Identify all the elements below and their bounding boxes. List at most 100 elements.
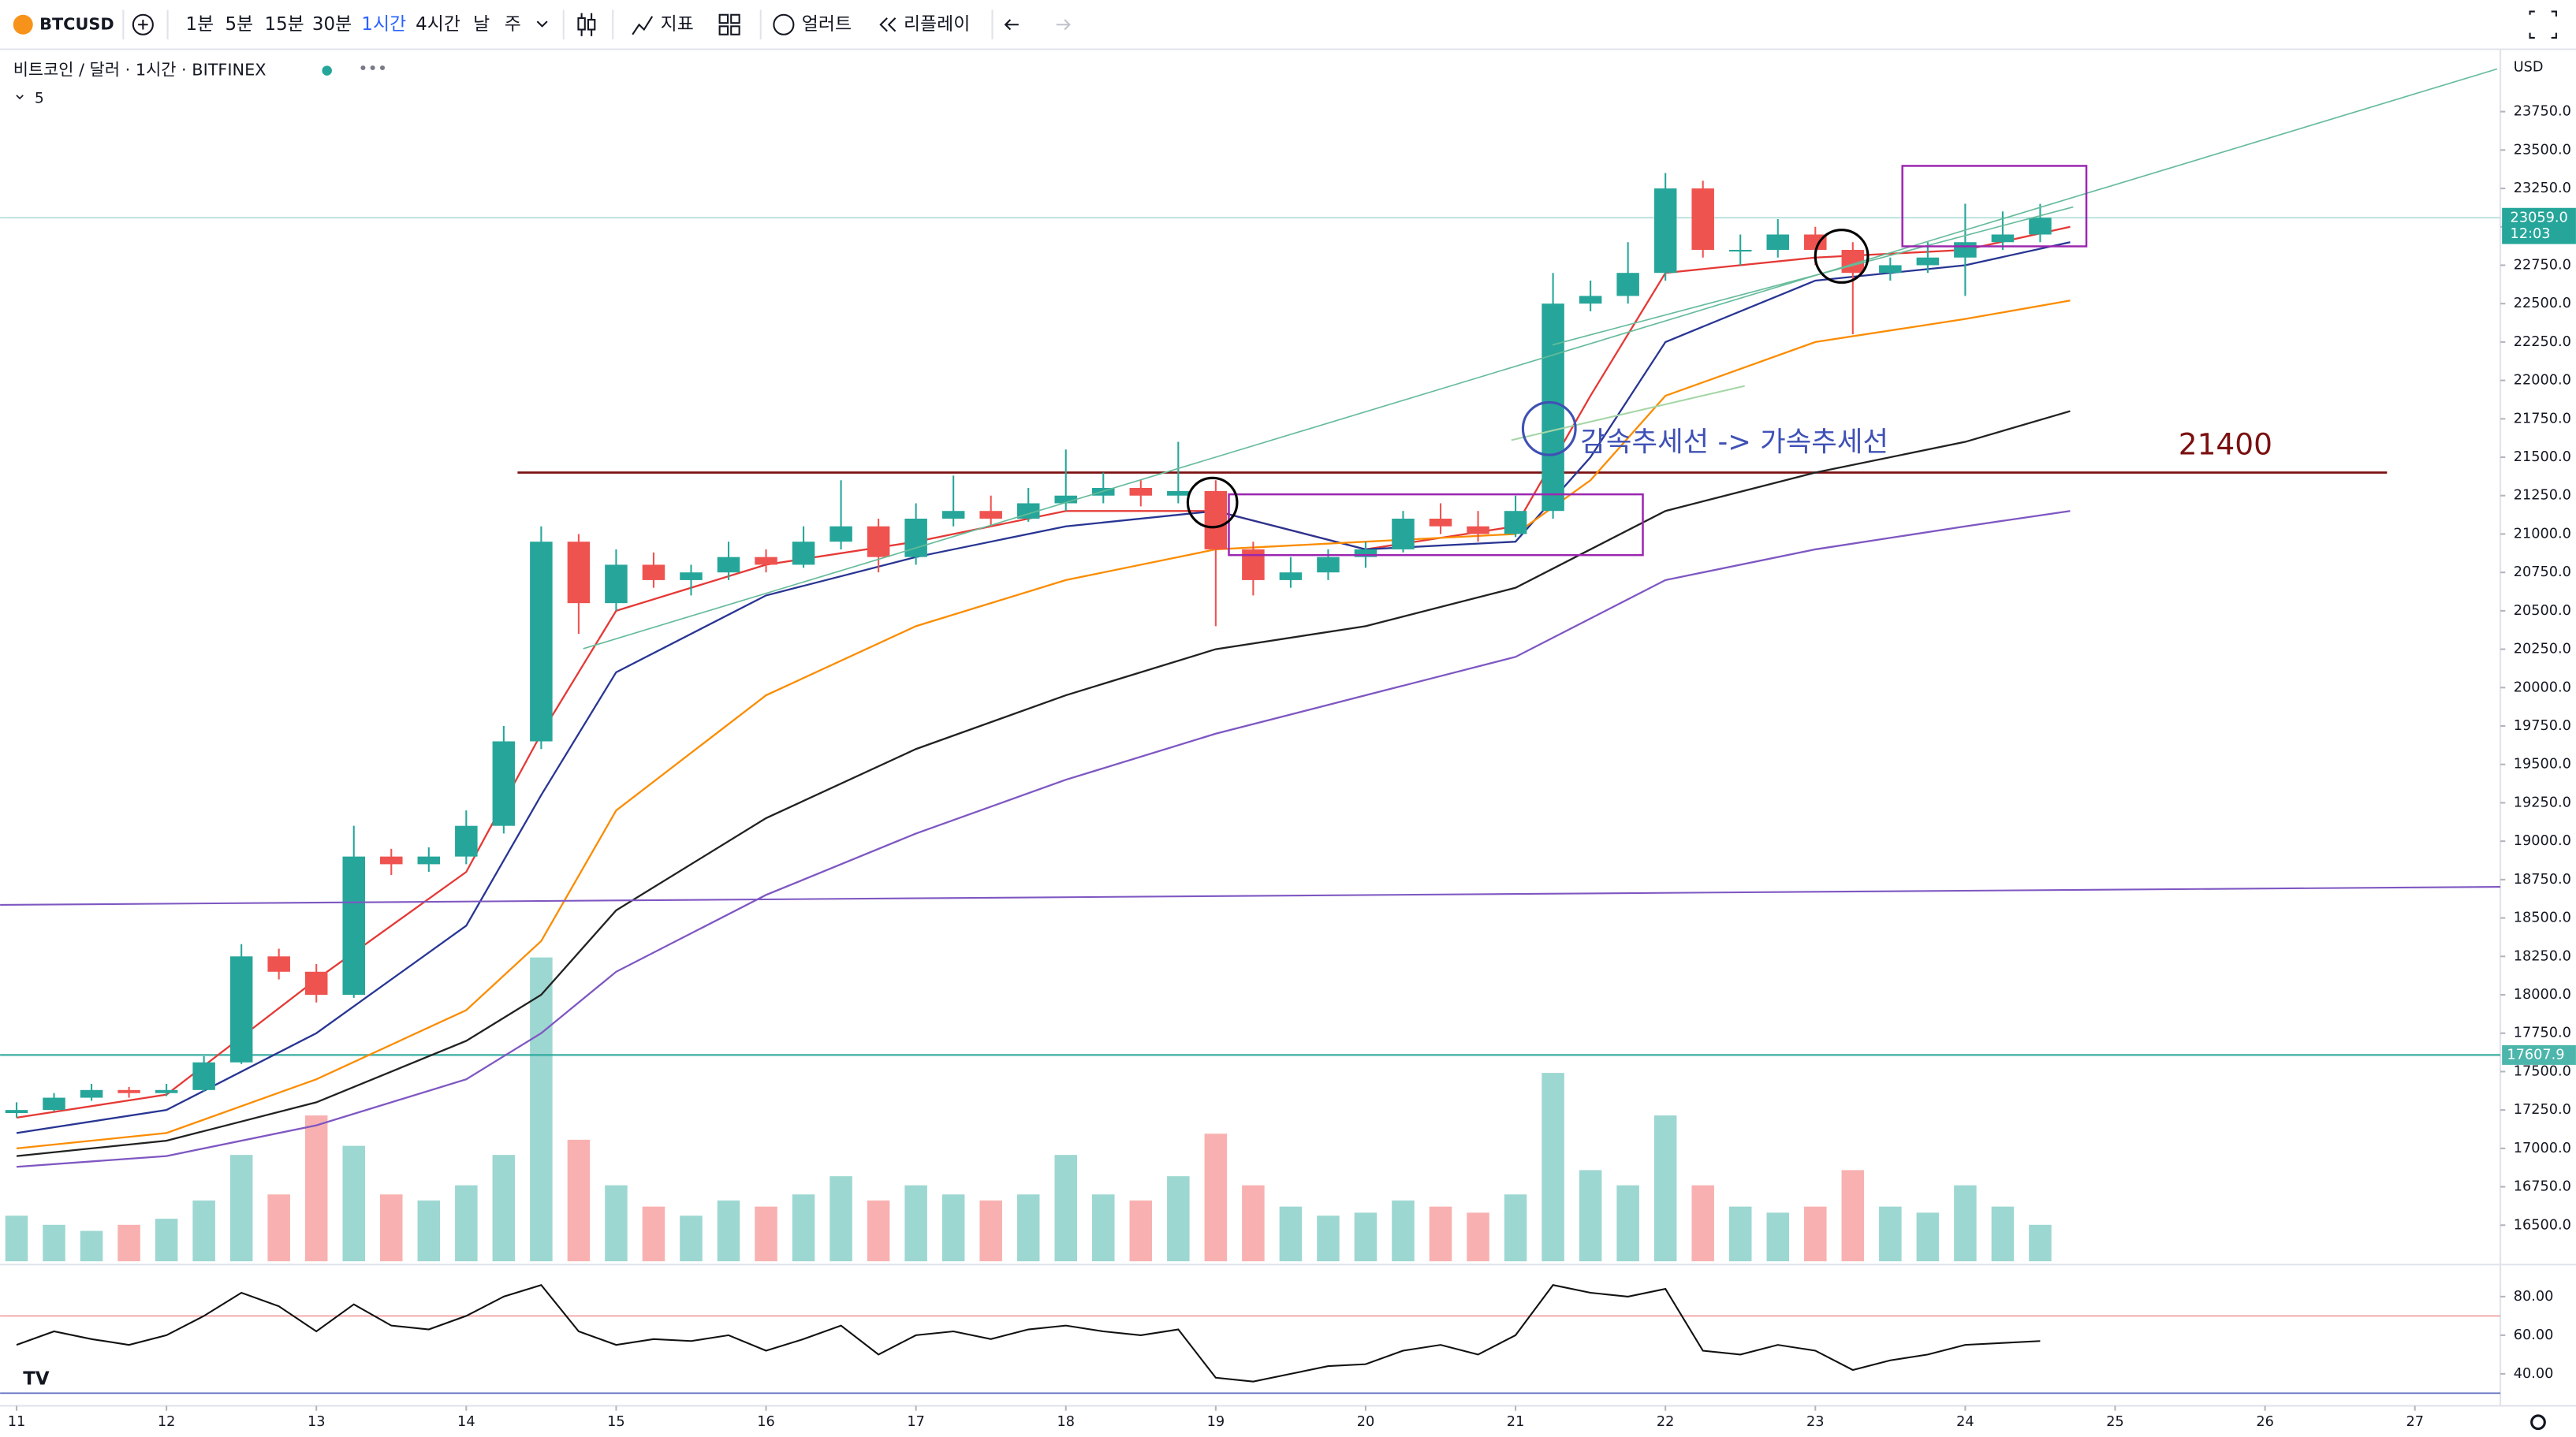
volume-bar xyxy=(792,1194,815,1262)
alert-button[interactable]: 얼러트 xyxy=(802,14,852,35)
volume-bar xyxy=(492,1155,516,1262)
candle-body xyxy=(941,511,965,519)
y-tick-label: 22000.0 xyxy=(2514,373,2571,389)
volume-bar xyxy=(267,1194,290,1262)
y-tick-label: 22750.0 xyxy=(2514,257,2571,273)
y-tick-label: 20500.0 xyxy=(2514,603,2571,619)
candle-body xyxy=(1204,490,1228,549)
chart-type-button[interactable] xyxy=(577,17,586,31)
candle-body xyxy=(1429,518,1452,527)
volume-bar xyxy=(1317,1215,1340,1262)
toolbar: BTCUSD 1분 5분 15분 30분 1시간 4시간 날 주 지표 얼러트 … xyxy=(0,9,2576,50)
layout-icon xyxy=(718,25,729,35)
interval[interactable]: 4시간 xyxy=(416,14,460,35)
candle-body xyxy=(304,971,328,996)
volume-bar xyxy=(829,1176,852,1262)
candle-body xyxy=(267,956,290,972)
y-tick-label: 23500.0 xyxy=(2514,142,2571,158)
volume-bar xyxy=(979,1200,1002,1262)
more-button[interactable]: ••• xyxy=(358,59,387,78)
candle-body xyxy=(342,856,366,996)
moving-average xyxy=(16,225,2071,1119)
volume-bar xyxy=(192,1200,215,1262)
y-tick-label: 17250.0 xyxy=(2514,1102,2571,1118)
volume-bar xyxy=(229,1155,253,1262)
compare-button[interactable] xyxy=(132,13,154,35)
candle-body xyxy=(1167,490,1190,496)
interval[interactable]: 주 xyxy=(505,14,521,35)
candle-body xyxy=(1954,242,1977,258)
interval[interactable]: 30분 xyxy=(312,14,352,35)
volume-bar xyxy=(1279,1206,1303,1262)
symbol[interactable]: BTCUSD xyxy=(39,14,114,33)
y-tick-label: 20750.0 xyxy=(2514,564,2571,580)
candle-body xyxy=(1691,188,1714,250)
volume-bar xyxy=(1354,1212,1377,1262)
y-tick-label: 17000.0 xyxy=(2514,1141,2571,1156)
interval[interactable]: 5분 xyxy=(226,14,254,35)
volume-bar xyxy=(904,1185,927,1262)
volume-bar xyxy=(1204,1134,1228,1262)
volume-bar xyxy=(117,1224,140,1262)
highlight-circle xyxy=(1186,476,1239,529)
indicators-button[interactable]: 지표 xyxy=(661,14,694,35)
redo-button[interactable] xyxy=(1056,19,1071,31)
candle-body xyxy=(1392,518,1415,549)
y-tick-label: 18750.0 xyxy=(2514,872,2571,888)
dropdown[interactable] xyxy=(536,20,548,28)
layout-icon xyxy=(730,13,740,24)
volume-bar xyxy=(304,1115,328,1262)
symbol-icon xyxy=(13,14,33,35)
interval[interactable]: 15분 xyxy=(265,14,304,35)
candle-body xyxy=(1616,273,1639,296)
volume-bar xyxy=(717,1200,740,1262)
volume-bar xyxy=(1991,1206,2015,1262)
level-label: 21400 xyxy=(2179,427,2272,462)
volume-bar xyxy=(1167,1176,1190,1262)
plus-icon xyxy=(138,20,148,30)
candle-body xyxy=(1504,511,1527,534)
candle-body xyxy=(829,526,852,542)
volume-bar xyxy=(1841,1170,1865,1262)
candle-body xyxy=(1653,188,1677,274)
candle-body xyxy=(155,1089,178,1093)
volume-bar xyxy=(1653,1115,1677,1262)
candle-body xyxy=(417,856,441,865)
interval-active[interactable]: 1시간 xyxy=(361,14,406,35)
moving-average xyxy=(16,241,2071,1134)
interval[interactable]: 날 xyxy=(473,14,490,35)
x-tick-label: 22 xyxy=(1657,1414,1675,1430)
volume-bar xyxy=(1954,1185,1977,1262)
volume-bar xyxy=(642,1206,665,1262)
candle-body xyxy=(1879,265,1902,274)
x-tick-label: 23 xyxy=(1806,1414,1825,1430)
collapse-button[interactable] xyxy=(16,95,24,100)
volume-bar xyxy=(417,1200,441,1262)
y-tick-label: 22250.0 xyxy=(2514,334,2571,350)
candle-body xyxy=(1129,487,1153,496)
volume-bar xyxy=(2029,1224,2052,1262)
undo-button[interactable] xyxy=(1004,19,1019,31)
interval[interactable]: 1분 xyxy=(186,14,214,35)
x-tick-label: 18 xyxy=(1057,1414,1075,1430)
settings-button[interactable] xyxy=(2530,1414,2546,1431)
volume-bar xyxy=(80,1230,103,1262)
x-tick-label: 19 xyxy=(1207,1414,1225,1430)
trend-line xyxy=(0,886,2501,907)
candle-body xyxy=(1242,549,1265,580)
candle-body xyxy=(192,1062,215,1090)
layout-icon xyxy=(730,25,740,35)
volume-bar xyxy=(1016,1194,1040,1262)
volume-bar xyxy=(941,1194,965,1262)
volume-bar xyxy=(1429,1206,1452,1262)
y-tick-label: 20250.0 xyxy=(2514,642,2571,657)
replay-button[interactable]: 리플레이 xyxy=(904,14,970,35)
layout-button[interactable] xyxy=(718,13,729,24)
volume-bar xyxy=(1054,1155,1078,1262)
volume-bar xyxy=(1242,1185,1265,1262)
fullscreen-button[interactable] xyxy=(2529,10,2557,39)
x-tick-label: 16 xyxy=(757,1414,775,1430)
volume-bar xyxy=(755,1206,777,1262)
candle-body xyxy=(1766,234,1790,250)
volume-bar xyxy=(1691,1185,1714,1262)
